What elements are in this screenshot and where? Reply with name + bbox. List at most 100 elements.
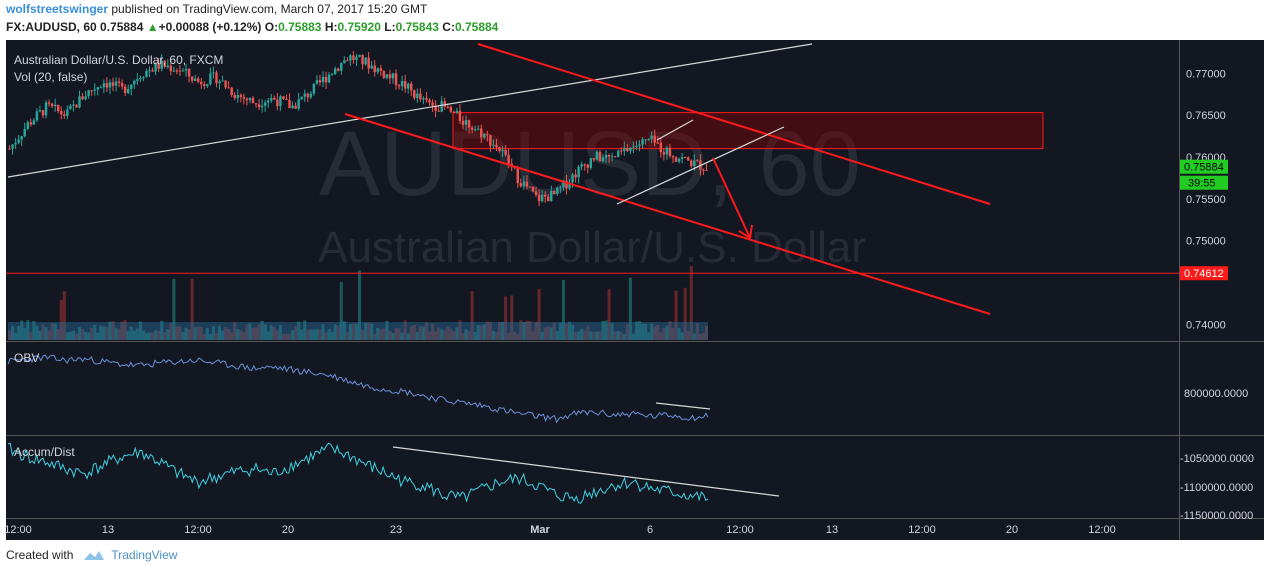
channel-upper-line[interactable] [477,43,991,205]
candle-body [592,158,596,160]
ad-trendline[interactable] [392,446,780,497]
volume-bar [437,327,441,340]
volume-bar [354,323,358,340]
time-axis-ticks: 12:00 13 12:00 20 23 Mar 6 12:00 13 12:00 20 12:00 [4,524,1116,536]
volume-bar [81,329,85,340]
candle-body [99,87,103,89]
volume-bar [473,331,477,340]
volume-bar [148,332,152,340]
author-link[interactable]: wolfstreetswinger [6,2,109,16]
volume-bar [321,324,325,340]
candle-body [142,77,145,79]
volume-bar [56,328,60,340]
volume-bar [522,322,526,340]
candle-body [263,102,267,106]
candle-body [519,183,523,187]
candle-body [14,143,17,145]
candle-body [75,104,78,108]
volume-bar [434,331,438,340]
volume-bar [650,323,654,340]
volume-bar [659,332,663,340]
candle-body [473,129,477,131]
volume-bar [564,323,568,340]
forecast-arrow[interactable] [712,157,751,239]
candle-body [63,114,66,117]
accum-pane[interactable] [6,436,1179,518]
candle-body [574,174,577,178]
candle-body [273,97,276,100]
candle-body [35,111,39,121]
candle-body [626,147,629,151]
candle-body [580,164,583,167]
volume-bar [595,331,599,340]
volume-bar [239,330,243,340]
candle-body [394,73,398,86]
volume-bar [53,323,57,340]
price-tick-label: 0.75500 [1186,194,1226,206]
volume-bar [272,326,276,340]
wedge-lower-line[interactable] [616,126,785,205]
candle-body [653,135,656,143]
candle-body [419,93,422,100]
low-value: 0.75843 [395,20,439,34]
candle-body [114,81,118,86]
volume-label: Vol (20, false) [14,70,87,84]
volume-bar [117,328,121,340]
accum-dist-line [7,442,709,504]
candle-body [166,65,170,67]
volume-bar [336,325,340,340]
candle-body [44,102,48,116]
volume-bar [428,331,432,340]
candle-body [577,166,580,178]
candle-body [251,97,255,104]
volume-bar [488,321,492,340]
candle-body [403,81,407,89]
volume-bar [552,322,556,340]
candle-body [60,111,63,115]
obv-trendline[interactable] [655,402,711,410]
candle-body [443,101,446,107]
candle-body [53,104,57,107]
volume-bar [470,291,474,340]
candle-body [379,68,383,71]
volume-bar [17,326,21,340]
candle-body [78,96,81,108]
volume-bar [87,332,91,340]
candle-body [218,81,221,84]
volume-bar [558,322,562,340]
time-tick-label: 13 [102,524,114,536]
time-axis[interactable] [6,518,1264,540]
volume-bar [580,328,584,340]
volume-bar [479,325,483,340]
volume-bar [327,328,331,340]
candle-body [123,86,127,93]
volume-bar [443,330,447,340]
volume-bar [671,327,675,340]
obv-pane[interactable] [6,342,1179,435]
volume-bar [577,331,581,340]
candle-body [431,102,434,106]
tradingview-link[interactable]: TradingView [111,548,178,562]
candle-body [41,110,45,116]
time-tick-label: 6 [647,524,653,536]
volume-bar [184,327,188,340]
supply-zone[interactable] [452,112,1044,150]
wedge-upper-line[interactable] [656,119,694,141]
long-trendline[interactable] [7,43,813,178]
volume-bar [546,325,550,340]
volume-bar [154,330,158,340]
volume-bar [406,333,410,340]
volume-bar [123,320,127,340]
volume-bar [519,320,523,340]
volume-bar [583,330,587,340]
volume-bar [638,321,642,340]
volume-bar [689,266,693,340]
candle-body [291,105,294,109]
volume-bar [300,329,304,340]
volume-bar [160,320,164,340]
volume-bar [275,330,279,340]
channel-lower-line[interactable] [344,113,991,315]
candle-body [504,150,507,155]
volume-bar [306,329,310,340]
